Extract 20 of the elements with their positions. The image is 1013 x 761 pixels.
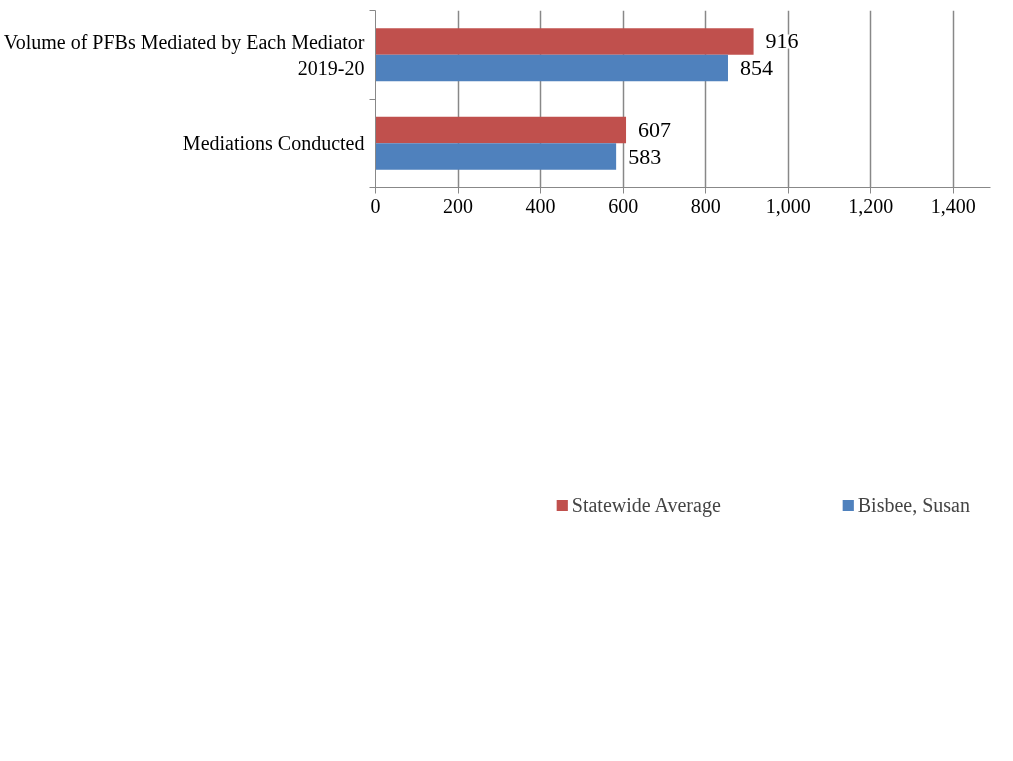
x-tick-label: 1,400: [930, 194, 976, 217]
bar: [375, 28, 754, 55]
bar: [375, 116, 627, 144]
data-label: 916: [765, 28, 799, 54]
bar: [375, 143, 617, 170]
x-tick-label: 1,200: [848, 194, 894, 217]
x-tick-label: 800: [690, 194, 721, 217]
x-tick-label: 200: [443, 194, 474, 217]
data-label: 607: [638, 116, 672, 142]
y-tick-label: Mediations Conducted: [182, 132, 365, 155]
data-label: 854: [739, 55, 773, 81]
x-tick-label: 400: [525, 194, 556, 217]
legend-label: Statewide Average: [571, 493, 721, 517]
x-tick-label: 1,000: [765, 194, 811, 217]
bar: [375, 54, 728, 82]
legend-label: Bisbee, Susan: [857, 493, 970, 517]
x-tick-label: 0: [370, 194, 381, 217]
y-tick-label: Volume of PFBs Mediated by Each Mediator 2019-20: [3, 30, 365, 79]
data-label: 583: [628, 143, 662, 169]
x-tick-label: 600: [608, 194, 639, 217]
